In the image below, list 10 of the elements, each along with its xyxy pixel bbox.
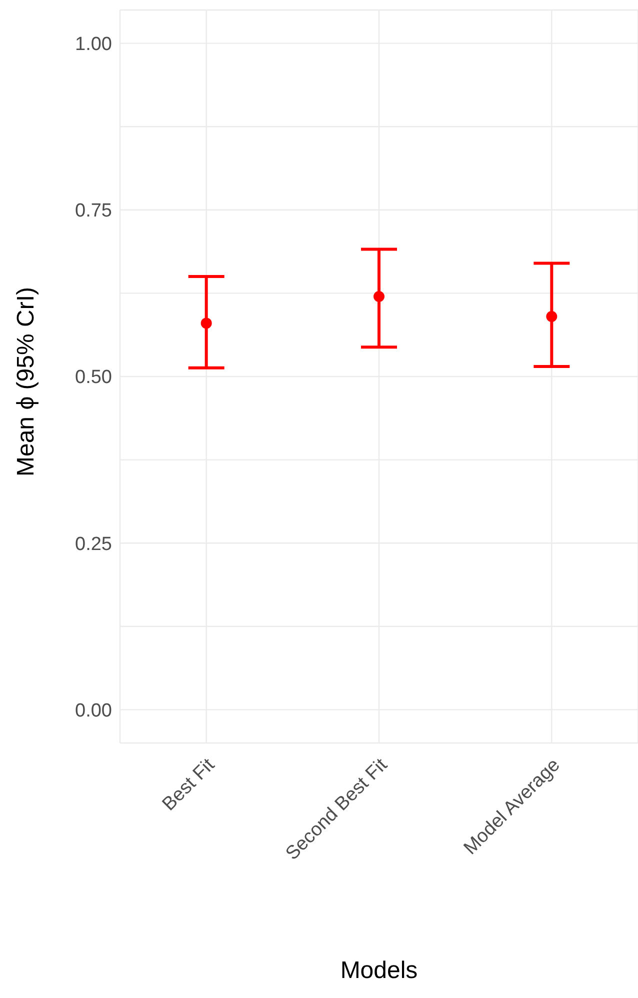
y-axis-title: Mean ϕ (95% CrI) xyxy=(12,287,40,476)
point xyxy=(374,291,384,302)
y-tick-label: 0.00 xyxy=(75,700,112,722)
y-tick-label: 1.00 xyxy=(75,34,112,56)
point xyxy=(546,311,558,322)
x-axis-title: Models xyxy=(340,957,418,984)
y-tick-label: 0.25 xyxy=(75,534,112,555)
y-tick-label: 0.75 xyxy=(75,200,112,222)
y-tick-label: 0.50 xyxy=(75,367,112,388)
point xyxy=(200,318,212,329)
